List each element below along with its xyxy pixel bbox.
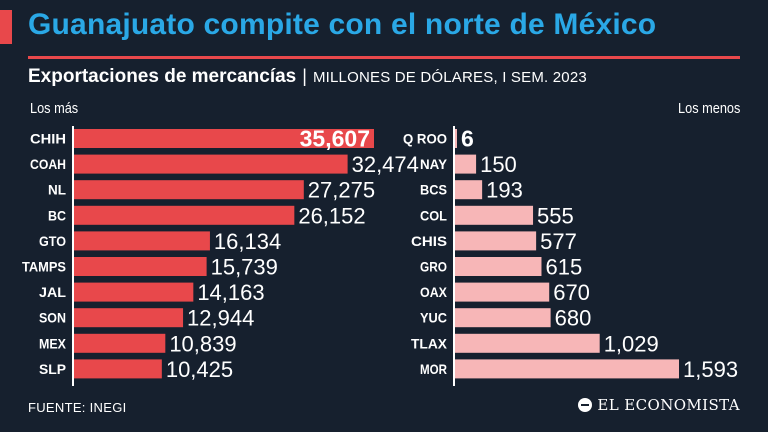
bottom-category-label-col: COL — [420, 207, 447, 223]
panel-top-exporters: CHIH 35,607 COAH 32,474 NL 27,275 BC 26,152 GTO 1… — [22, 126, 419, 386]
bottom-category-label-mor: MOR — [420, 361, 447, 377]
top-category-label-jal: JAL — [39, 284, 66, 300]
top-category-label-gto: GTO — [39, 233, 66, 249]
bottom-value-label-gro: 615 — [545, 255, 582, 280]
bottom-bar-col — [455, 205, 534, 225]
bottom-category-label-bcs: BCS — [420, 182, 447, 198]
top-category-label-coah: COAH — [30, 156, 66, 172]
top-bar-slp — [74, 359, 162, 379]
top-category-label-nl: NL — [48, 182, 66, 198]
bottom-category-label-yuc: YUC — [420, 310, 447, 326]
bottom-value-label-mor: 1,593 — [683, 357, 738, 382]
top-value-label-bc: 26,152 — [298, 203, 365, 228]
bottom-bar-q-roo — [455, 129, 457, 148]
top-value-label-jal: 14,163 — [197, 280, 264, 305]
top-value-label-chih: 35,607 — [300, 126, 370, 152]
top-bar-son — [74, 308, 184, 328]
panel-bottom-exporters: Q ROO 6 NAY 150 BCS 193 COL 555 CHIS 577 GRO 615 OAX… — [403, 126, 738, 386]
top-category-label-chih: CHIH — [30, 131, 66, 147]
top-category-label-slp: SLP — [39, 361, 66, 377]
group-label-top: Los más — [30, 100, 79, 117]
top-bar-jal — [74, 282, 194, 302]
bottom-category-label-q-roo: Q ROO — [403, 131, 447, 147]
top-bar-tamps — [74, 257, 207, 276]
bottom-category-label-chis: CHIS — [411, 233, 447, 249]
publisher-logo: EL ECONOMISTA — [578, 396, 740, 414]
top-category-label-tamps: TAMPS — [22, 259, 66, 275]
top-category-label-bc: BC — [48, 207, 66, 223]
subtitle-unit: MILLONES DE DÓLARES, I SEM. 2023 — [312, 69, 587, 86]
chart-title: Guanajuato compite con el norte de Méxic… — [28, 8, 657, 41]
bottom-bar-tlax — [455, 333, 600, 353]
bottom-bar-yuc — [455, 308, 551, 328]
title-underline — [28, 56, 740, 59]
bottom-value-label-bcs: 193 — [486, 178, 523, 203]
top-bar-nl — [74, 180, 304, 200]
top-bar-bc — [74, 205, 295, 225]
title-accent-bar — [0, 10, 12, 44]
bottom-category-label-gro: GRO — [420, 259, 447, 275]
bottom-value-label-nay: 150 — [480, 152, 517, 177]
top-bar-mex — [74, 333, 166, 353]
top-category-label-mex: MEX — [39, 335, 67, 351]
bottom-category-label-tlax: TLAX — [411, 335, 448, 351]
top-category-label-son: SON — [39, 310, 66, 326]
bottom-bar-bcs — [455, 180, 483, 200]
top-bar-gto — [74, 231, 210, 251]
top-value-label-tamps: 15,739 — [211, 255, 278, 280]
top-bar-coah — [74, 154, 348, 174]
bottom-value-label-col: 555 — [537, 203, 574, 228]
bottom-bar-oax — [455, 282, 550, 302]
bottom-bar-gro — [455, 257, 542, 276]
bottom-bar-mor — [455, 359, 679, 379]
bottom-category-label-oax: OAX — [420, 284, 448, 300]
bottom-value-label-oax: 670 — [553, 280, 590, 305]
bottom-bar-nay — [455, 154, 477, 174]
bottom-value-label-chis: 577 — [540, 229, 577, 254]
bottom-category-label-nay: NAY — [420, 156, 448, 172]
subtitle-separator: | — [302, 66, 307, 86]
top-value-label-slp: 10,425 — [166, 357, 233, 382]
source-note: FUENTE: INEGI — [28, 400, 127, 415]
logo-text: EL ECONOMISTA — [597, 396, 740, 414]
bottom-value-label-q-roo: 6 — [461, 126, 474, 152]
chart-subtitle: Exportaciones de mercancías | MILLONES DE … — [28, 66, 587, 88]
top-value-label-gto: 16,134 — [214, 229, 281, 254]
top-value-label-mex: 10,839 — [169, 331, 236, 356]
bottom-bar-chis — [455, 231, 537, 251]
logo-icon — [578, 398, 593, 412]
group-label-bottom: Los menos — [677, 100, 740, 117]
bottom-value-label-tlax: 1,029 — [604, 331, 659, 356]
top-bar-chih — [74, 129, 374, 148]
top-value-label-coah: 32,474 — [352, 152, 419, 177]
top-value-label-nl: 27,275 — [308, 178, 375, 203]
subtitle-main: Exportaciones de mercancías — [28, 66, 297, 87]
bottom-value-label-yuc: 680 — [555, 306, 592, 331]
top-value-label-son: 12,944 — [187, 306, 254, 331]
